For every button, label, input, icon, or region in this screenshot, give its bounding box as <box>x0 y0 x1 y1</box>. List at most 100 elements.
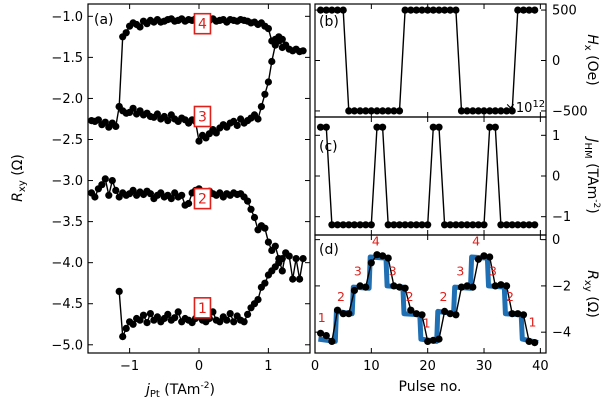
state-annotation: 3 <box>489 263 497 278</box>
panel-a-series-4-point <box>261 279 269 287</box>
panel-a-series-3-point <box>271 242 279 250</box>
panel-d-series-point <box>435 335 443 343</box>
panel-b-series-point <box>362 107 370 115</box>
state-annotation: 1 <box>529 314 537 329</box>
state-annotation: 2 <box>337 289 345 304</box>
panel-a-ytick-label: −4.0 <box>51 256 83 271</box>
panel-c-series-point <box>429 123 437 131</box>
panel-b-series-point <box>508 107 516 115</box>
panel-d-xtick-label: 40 <box>532 359 549 374</box>
panel-b-series-point <box>503 107 511 115</box>
panel-b-series-point <box>322 6 330 14</box>
panel-a-series-4-point <box>146 310 154 318</box>
panel-d-xtick-label: 30 <box>476 359 493 374</box>
panel-a-series-3-point <box>112 186 120 194</box>
panel-a-series-3-point <box>296 275 304 283</box>
svg-text:Hx (Oe): Hx (Oe) <box>582 34 600 85</box>
panel-b-series-point <box>435 6 443 14</box>
panel-d-series-point <box>345 310 353 318</box>
panel-a-data <box>87 15 307 341</box>
panel-a-series-2-point <box>129 104 137 112</box>
panel-a-series-3-point <box>178 191 186 199</box>
panel-a-label: (a) <box>94 12 114 28</box>
panel-b-series-point <box>390 107 398 115</box>
panel-a-series-4-point <box>122 324 130 332</box>
panel-a-xtick-label: 1 <box>264 359 272 374</box>
panel-a-series-3-point <box>101 175 109 183</box>
state-annotation: 1 <box>423 316 431 331</box>
panel-b-series-point <box>429 6 437 14</box>
panel-c-series-point <box>339 221 347 229</box>
panel-a-series-3-point <box>244 197 252 205</box>
panel-c-series-point <box>412 221 420 229</box>
panel-d-series-point <box>497 281 505 289</box>
panel-a-ytick-label: −2.5 <box>51 133 83 148</box>
panel-b-series-point <box>418 6 426 14</box>
state-box-3 <box>193 105 212 128</box>
panel-c-series-point <box>395 221 404 229</box>
panel-c-series-point <box>407 221 415 229</box>
panel-a-ytick-label: −3.5 <box>51 215 83 230</box>
panel-c-series-point <box>457 221 466 229</box>
panel-a-series-2-point <box>261 90 269 98</box>
panel-b-series-point <box>463 107 471 115</box>
panel-b-series-point <box>333 6 342 14</box>
panel-d-series-point <box>379 252 387 260</box>
panel-d-series-point <box>407 306 415 314</box>
panel-c-data <box>317 123 539 229</box>
state-box-label: 4 <box>198 17 207 33</box>
panel-c-series-point <box>373 123 381 131</box>
state-annotation: 4 <box>372 233 380 248</box>
panel-c-series-point <box>497 221 505 229</box>
panel-c-series-point <box>333 221 342 229</box>
state-box-4 <box>193 12 212 35</box>
panel-a-series-3-point <box>167 195 175 203</box>
state-annotation: 3 <box>389 263 397 278</box>
panel-a-series-3-point <box>261 224 269 232</box>
panel-b-label: (b) <box>319 14 339 30</box>
panel-a-series-1-point <box>299 47 307 55</box>
panel-c-series-point <box>525 221 533 229</box>
panel-d-series-point <box>384 254 392 262</box>
panel-a-series-4-point <box>254 296 262 304</box>
state-annotation: 2 <box>506 289 514 304</box>
panel-d-series-point <box>333 306 342 314</box>
panel-b-series-point <box>317 6 325 14</box>
state-annotation: 3 <box>354 263 362 278</box>
panel-a-series-3-point <box>299 255 307 263</box>
panel-c-series-point <box>384 221 392 229</box>
panel-c-series-point <box>480 221 488 229</box>
panel-d-series-point <box>508 310 516 318</box>
panel-d-xtick-label: 0 <box>311 359 319 374</box>
panel-b-series-point <box>531 6 539 14</box>
panel-a-ytick-label: −4.5 <box>51 297 83 312</box>
panel-d-label: (d) <box>319 242 339 258</box>
panel-b-y-axis-label: Hx (Oe) <box>582 34 600 85</box>
panel-c-series-point <box>424 221 432 229</box>
panel-a-series-2-point <box>233 121 241 130</box>
panel-b-ytick-label: 500 <box>552 4 577 19</box>
state-annotation: 2 <box>406 289 414 304</box>
panel-a-series-2-point <box>264 78 272 86</box>
panel-a-series-4-point <box>136 316 144 324</box>
panel-d-series-point <box>519 311 528 319</box>
state-box-2 <box>193 187 212 210</box>
panel-a-series-3-point <box>91 193 99 201</box>
panel-c: (c) ×1012 −1 0 1 JHM (TAm-2) <box>314 99 601 236</box>
panel-d-series-point <box>412 310 420 318</box>
panel-c-series-point <box>435 123 443 131</box>
panel-c-series-point <box>350 221 358 229</box>
panel-c-series-point <box>317 123 325 131</box>
panel-a-series-3-point <box>292 255 300 263</box>
panel-c-series-point <box>452 221 460 229</box>
panel-b-series-point <box>441 6 449 14</box>
panel-a-series-2-point <box>268 57 276 66</box>
panel-c-series-point <box>469 221 477 229</box>
panel-a-series-1-point <box>264 25 272 33</box>
panel-a-series-3-point <box>98 181 106 189</box>
panel-a-series-4-point <box>171 314 179 322</box>
panel-b-series-point <box>367 107 375 115</box>
panel-a-ytick-label: −2.0 <box>51 92 83 107</box>
panel-c-series-point <box>322 123 330 131</box>
panel-a-series-2-point <box>254 115 262 123</box>
